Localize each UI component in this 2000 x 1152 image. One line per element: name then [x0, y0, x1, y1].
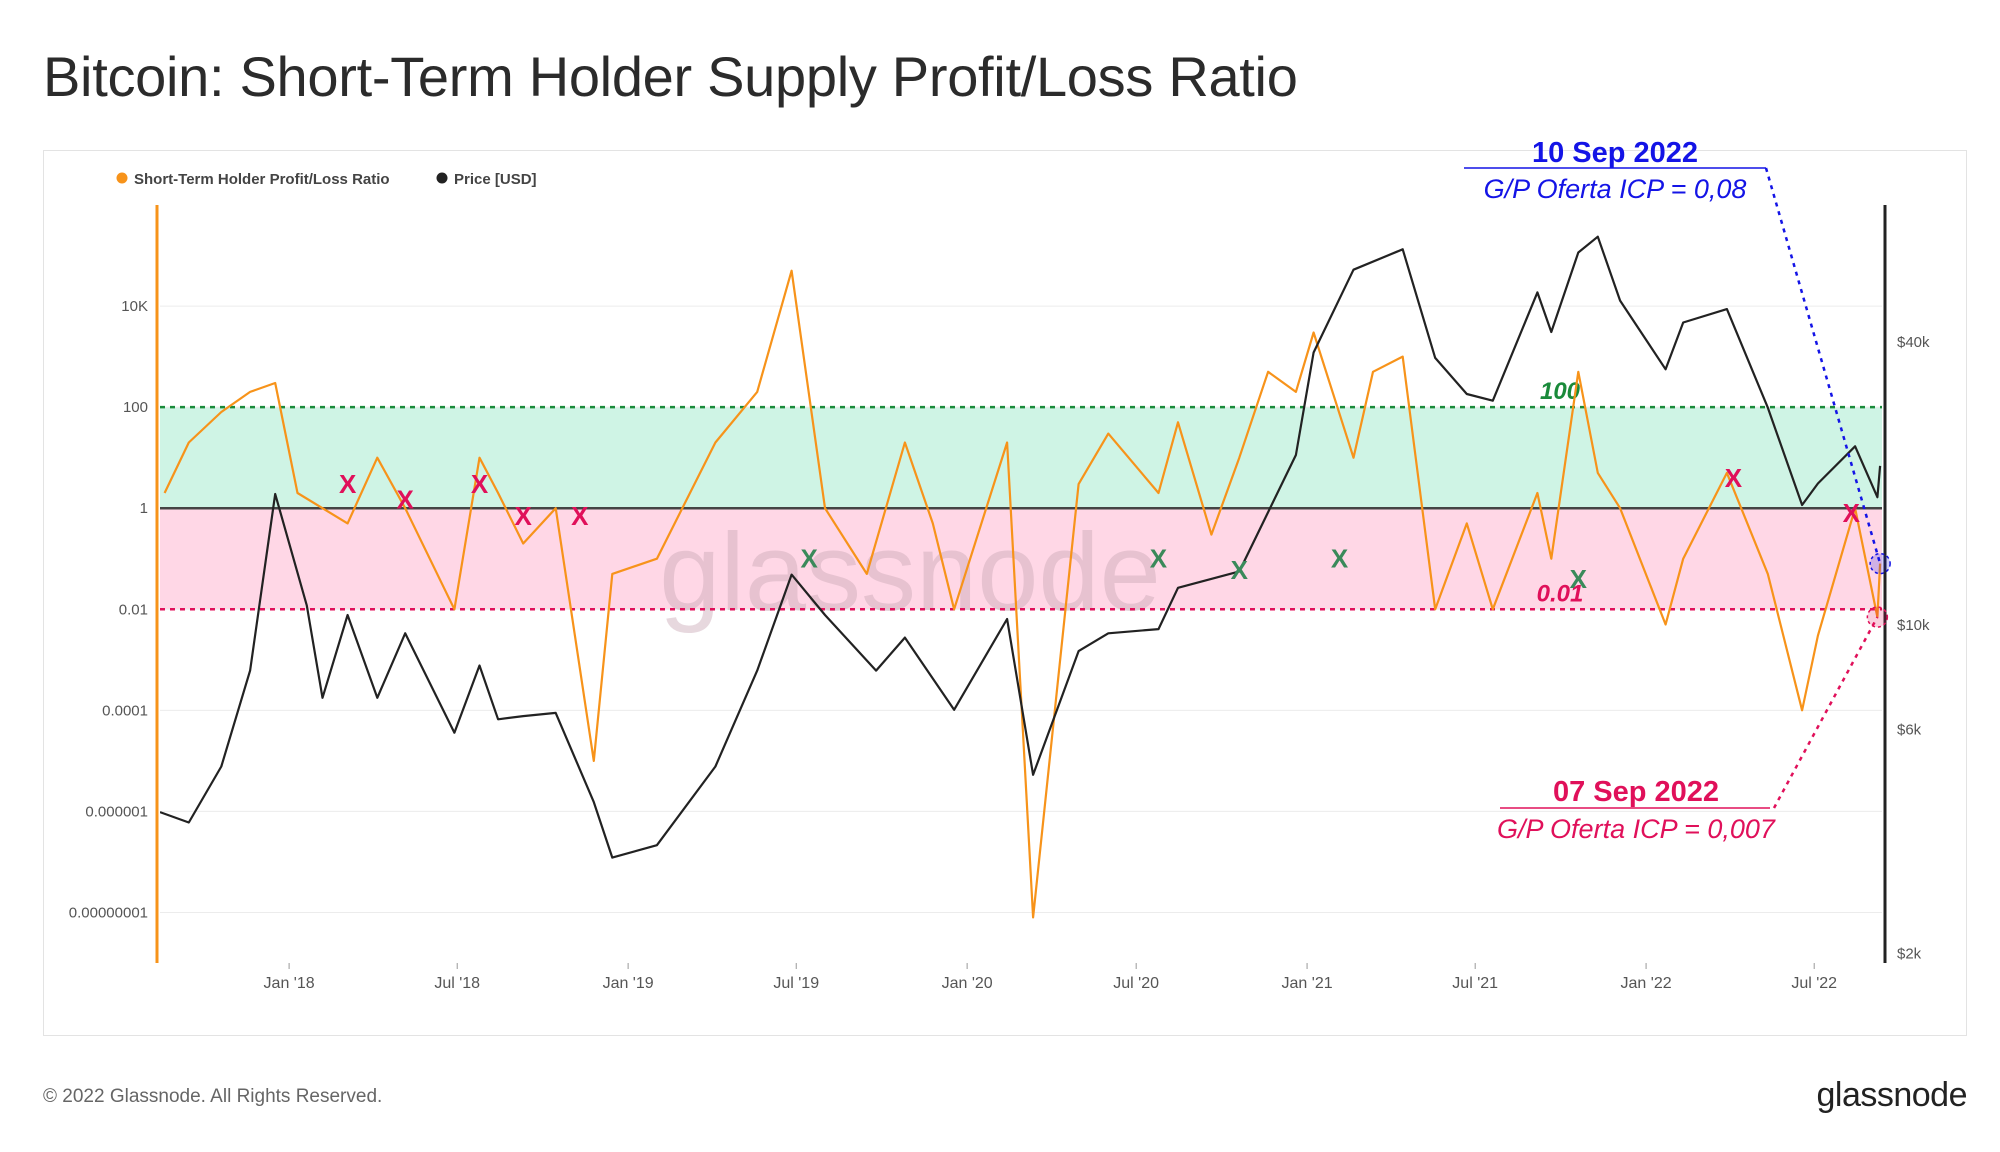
- y-left-tick-label: 10K: [121, 298, 148, 315]
- annotation-date: 10 Sep 2022: [1532, 137, 1698, 169]
- x-tick-label: Jan '22: [1621, 975, 1672, 992]
- x-tick-label: Jul '19: [773, 975, 819, 992]
- legend-dot: [116, 172, 128, 184]
- x-tick-label: Jan '21: [1282, 975, 1333, 992]
- series-lines: [160, 235, 1882, 919]
- y-right-tick-label: $40k: [1897, 334, 1930, 351]
- x-tick-label: Jan '20: [942, 975, 993, 992]
- y-left-tick-label: 0.0001: [102, 702, 148, 719]
- legend-label: Short-Term Holder Profit/Loss Ratio: [134, 171, 390, 188]
- x-marker: X: [514, 501, 532, 531]
- x-marker: X: [1570, 564, 1588, 594]
- x-marker: X: [1150, 544, 1168, 574]
- x-tick-label: Jul '22: [1791, 975, 1837, 992]
- x-marker: X: [471, 469, 489, 499]
- y-left-tick-label: 1: [140, 500, 148, 517]
- brand-logo[interactable]: glassnode: [1816, 1076, 1967, 1114]
- bands: [160, 407, 1882, 610]
- x-marker: X: [1231, 555, 1249, 585]
- x-marker: X: [571, 501, 589, 531]
- annotation-text: G/P Oferta ICP = 0,007: [1497, 814, 1776, 844]
- annotation-point: [1866, 606, 1889, 628]
- price-series-line: [160, 235, 1882, 859]
- x-tick-label: Jan '19: [603, 975, 654, 992]
- y-right-tick-label: $10k: [1897, 617, 1930, 634]
- y-left-tick-label: 0.000001: [85, 803, 148, 820]
- chart-frame: [43, 150, 1967, 1036]
- legend[interactable]: Short-Term Holder Profit/Loss Ratio Price…: [116, 171, 537, 188]
- y-left-tick-label: 0.00000001: [69, 904, 148, 921]
- x-tick-label: Jul '21: [1452, 975, 1498, 992]
- page-title: Bitcoin: Short-Term Holder Supply Profit…: [43, 45, 1298, 108]
- annotation-point: [1869, 552, 1891, 575]
- x-tick-label: Jul '18: [434, 975, 480, 992]
- x-marker: X: [1843, 498, 1861, 528]
- x-tick-label: Jul '20: [1113, 975, 1159, 992]
- x-marker: X: [397, 484, 415, 514]
- annotations: 10 Sep 2022 G/P Oferta ICP = 0,08 07 Sep 2…: [1464, 137, 1891, 844]
- reference-label: 0.01: [1537, 580, 1584, 607]
- axes: 10K 100 1 0.01 0.0001 0.000001 0.00000001 $40k $…: [69, 205, 1930, 992]
- y-left-tick-label: 100: [123, 399, 148, 416]
- legend-dot: [436, 172, 448, 184]
- profit-band: [160, 407, 1882, 509]
- x-marker: X: [1725, 463, 1743, 493]
- annotation-date: 07 Sep 2022: [1553, 776, 1719, 808]
- footer-copyright: © 2022 Glassnode. All Rights Reserved.: [43, 1086, 383, 1107]
- annotation-leader: [1772, 616, 1879, 809]
- y-right-tick-label: $6k: [1897, 721, 1922, 738]
- annotation-text: G/P Oferta ICP = 0,08: [1484, 174, 1747, 204]
- legend-label: Price [USD]: [454, 171, 537, 188]
- ratio-series-line: [163, 269, 1882, 919]
- y-right-tick-label: $2k: [1897, 946, 1922, 963]
- x-marker: X: [339, 469, 357, 499]
- watermark: glassnode: [659, 511, 1161, 634]
- x-marker: X: [801, 544, 819, 574]
- y-left-tick-label: 0.01: [119, 601, 148, 618]
- x-tick-label: Jan '18: [264, 975, 315, 992]
- annotation-leader: [1764, 167, 1882, 564]
- x-marker: X: [1331, 544, 1349, 574]
